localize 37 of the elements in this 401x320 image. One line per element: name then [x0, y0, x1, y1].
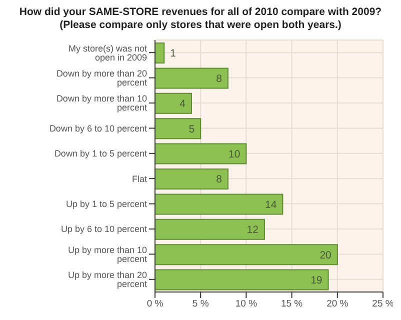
- bar: [155, 244, 338, 266]
- data-label: 4: [180, 98, 186, 110]
- bar: [155, 143, 247, 164]
- data-label: 10: [228, 148, 240, 160]
- y-tick-label: My store(s) was not open in 2009: [68, 43, 148, 62]
- y-tick-label: Up by 6 to 10 percent: [60, 224, 148, 234]
- bar: [155, 218, 265, 240]
- x-tick-label: 0 %: [146, 298, 164, 310]
- bar: [155, 168, 228, 190]
- y-tick-label: Down by more than 20 percent: [56, 68, 148, 88]
- data-label: 8: [216, 72, 222, 85]
- bar: [155, 42, 165, 64]
- y-tick-label: Down by 1 to 5 percent: [54, 148, 148, 159]
- x-tick-label: 20 %: [326, 298, 349, 310]
- y-tick-label: Down by more than 10 percent: [56, 94, 148, 113]
- data-label: 12: [246, 224, 259, 236]
- data-label: 5: [188, 123, 195, 136]
- x-tick-label: 5 %: [192, 298, 210, 310]
- bar: [155, 92, 192, 114]
- bar: [155, 118, 202, 140]
- bar: [155, 68, 228, 89]
- chart-title: How did your SAME-STORE revenues for all of 2010 compare with 2009?: [18, 6, 383, 19]
- data-label: 14: [264, 198, 277, 211]
- bar: [155, 269, 329, 290]
- y-tick-label: Up by more than 10 percent: [68, 244, 148, 264]
- data-label: 1: [170, 48, 176, 60]
- data-label: 20: [320, 249, 332, 262]
- data-label: 19: [310, 274, 322, 286]
- chart-subtitle: (Please compare only stores that were open both years.): [58, 19, 342, 32]
- x-tick-label: 15 %: [280, 298, 304, 310]
- data-label: 8: [216, 174, 222, 186]
- y-tick-label: Down by 6 to 10 percent: [49, 123, 148, 134]
- x-tick-label: 10 %: [235, 298, 258, 310]
- y-tick-label: Up by more than 20 percent: [68, 270, 148, 290]
- bar: [155, 194, 284, 215]
- y-tick-label: Up by 1 to 5 percent: [66, 198, 148, 209]
- y-tick-label: Flat: [132, 174, 148, 184]
